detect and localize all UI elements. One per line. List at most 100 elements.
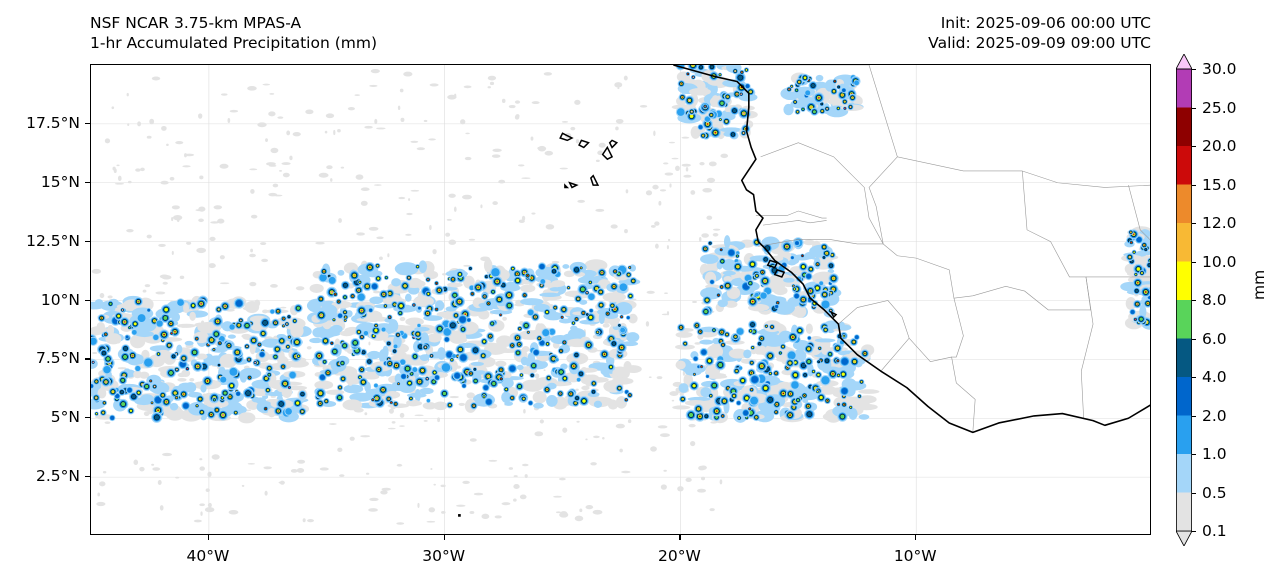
precip-cell	[103, 402, 105, 404]
precip-cell	[500, 378, 502, 380]
precip-cell	[516, 351, 520, 355]
precip-cell-trace	[146, 135, 152, 139]
precip-cell-trace	[650, 446, 657, 452]
precip-cell	[559, 370, 563, 374]
precip-cell-trace	[152, 467, 161, 471]
precip-cell-trace	[577, 199, 585, 203]
precip-cell-trace	[278, 481, 285, 484]
precip-cell	[474, 379, 477, 383]
precip-cell	[262, 332, 265, 335]
precip-cell-trace	[127, 180, 132, 184]
precip-cell	[618, 324, 621, 327]
precip-cell	[552, 358, 555, 360]
precip-cell-trace	[658, 200, 662, 206]
precip-cell-trace	[200, 511, 203, 516]
precip-cell	[101, 350, 107, 356]
precip-cell	[217, 320, 219, 322]
precip-cell-trace	[631, 298, 637, 301]
precip-cell	[358, 331, 360, 333]
precip-cell	[483, 385, 489, 391]
precip-cell	[505, 388, 508, 391]
precip-cell	[353, 274, 356, 277]
precip-cell-trace	[175, 140, 184, 145]
precip-cell-light	[246, 399, 260, 410]
precip-cell-trace	[698, 465, 706, 471]
precip-cell-light	[404, 293, 412, 302]
precip-cell-trace	[685, 167, 689, 172]
precip-cell-light	[559, 318, 573, 324]
precip-cell-trace	[91, 268, 102, 274]
precip-cell-trace	[501, 502, 511, 506]
precip-cell	[580, 267, 582, 269]
precip-cell-trace	[595, 208, 605, 212]
precip-cell-trace	[117, 175, 122, 182]
precip-cell	[333, 319, 335, 321]
precip-cell-trace	[654, 221, 660, 226]
precip-cell	[611, 341, 617, 346]
map-panel	[90, 64, 1151, 535]
precip-cell	[102, 411, 104, 414]
precip-cell	[607, 313, 609, 315]
precip-cell	[614, 308, 616, 310]
precip-cell	[286, 323, 288, 325]
precip-cell-trace	[677, 486, 684, 492]
precip-cell-trace	[681, 136, 690, 139]
precip-cell-trace	[652, 184, 659, 190]
precip-cell	[625, 399, 627, 401]
precip-cell	[135, 365, 141, 371]
precip-cell-trace	[270, 284, 278, 288]
precip-cell-trace	[104, 421, 111, 424]
precip-cell-trace	[296, 467, 305, 473]
precip-cell-trace	[198, 206, 206, 212]
precip-cell-light	[169, 402, 179, 411]
precip-cell-trace	[414, 414, 424, 417]
precip-cell-trace	[430, 467, 433, 470]
precip-cell	[527, 331, 529, 333]
precip-cell	[427, 278, 429, 281]
precip-cell-trace	[432, 249, 437, 255]
precip-cell-trace	[282, 172, 290, 178]
precip-cell-trace	[679, 393, 684, 396]
precip-cell	[517, 384, 522, 389]
precip-cell	[320, 298, 322, 300]
precip-cell	[393, 344, 398, 349]
precip-cell	[516, 279, 520, 282]
precip-cell-trace	[315, 241, 325, 245]
precip-cell	[199, 398, 201, 400]
precip-cell	[129, 409, 132, 412]
precip-cell	[274, 322, 277, 324]
precip-cell	[110, 415, 115, 420]
precip-cell-trace	[408, 198, 411, 201]
precip-cell-light	[227, 334, 236, 339]
precip-cell-light	[394, 262, 419, 276]
precip-cell	[589, 316, 593, 319]
precip-cell-trace	[403, 71, 413, 77]
precip-cell-trace	[249, 168, 258, 171]
precip-cell-light	[263, 338, 279, 346]
precip-cell	[441, 363, 451, 372]
precip-cell	[371, 283, 378, 290]
precip-cell-trace	[114, 182, 124, 185]
precip-cell-trace	[441, 510, 446, 514]
precip-cell-trace	[513, 475, 518, 478]
precip-cell	[246, 345, 248, 347]
precip-cell	[538, 337, 540, 339]
precip-cell-trace	[171, 217, 174, 222]
precip-cell-trace	[388, 408, 394, 414]
precip-cell	[473, 405, 475, 407]
precip-cell-trace	[491, 154, 501, 158]
precip-cell-trace	[307, 519, 314, 523]
precip-cell-trace	[701, 476, 706, 481]
precip-cell	[382, 389, 384, 391]
precip-cell-light	[723, 235, 731, 249]
precip-cell-light	[178, 382, 194, 391]
precip-cell-trace	[675, 165, 680, 172]
precip-cell	[361, 309, 363, 312]
precip-cell	[458, 300, 461, 303]
precip-cell-light	[551, 280, 566, 288]
precip-cell-trace	[521, 215, 526, 221]
precip-cell-trace	[619, 448, 623, 453]
precip-cell	[327, 372, 329, 374]
precip-cell-light	[309, 283, 324, 294]
precip-cell	[582, 312, 585, 314]
